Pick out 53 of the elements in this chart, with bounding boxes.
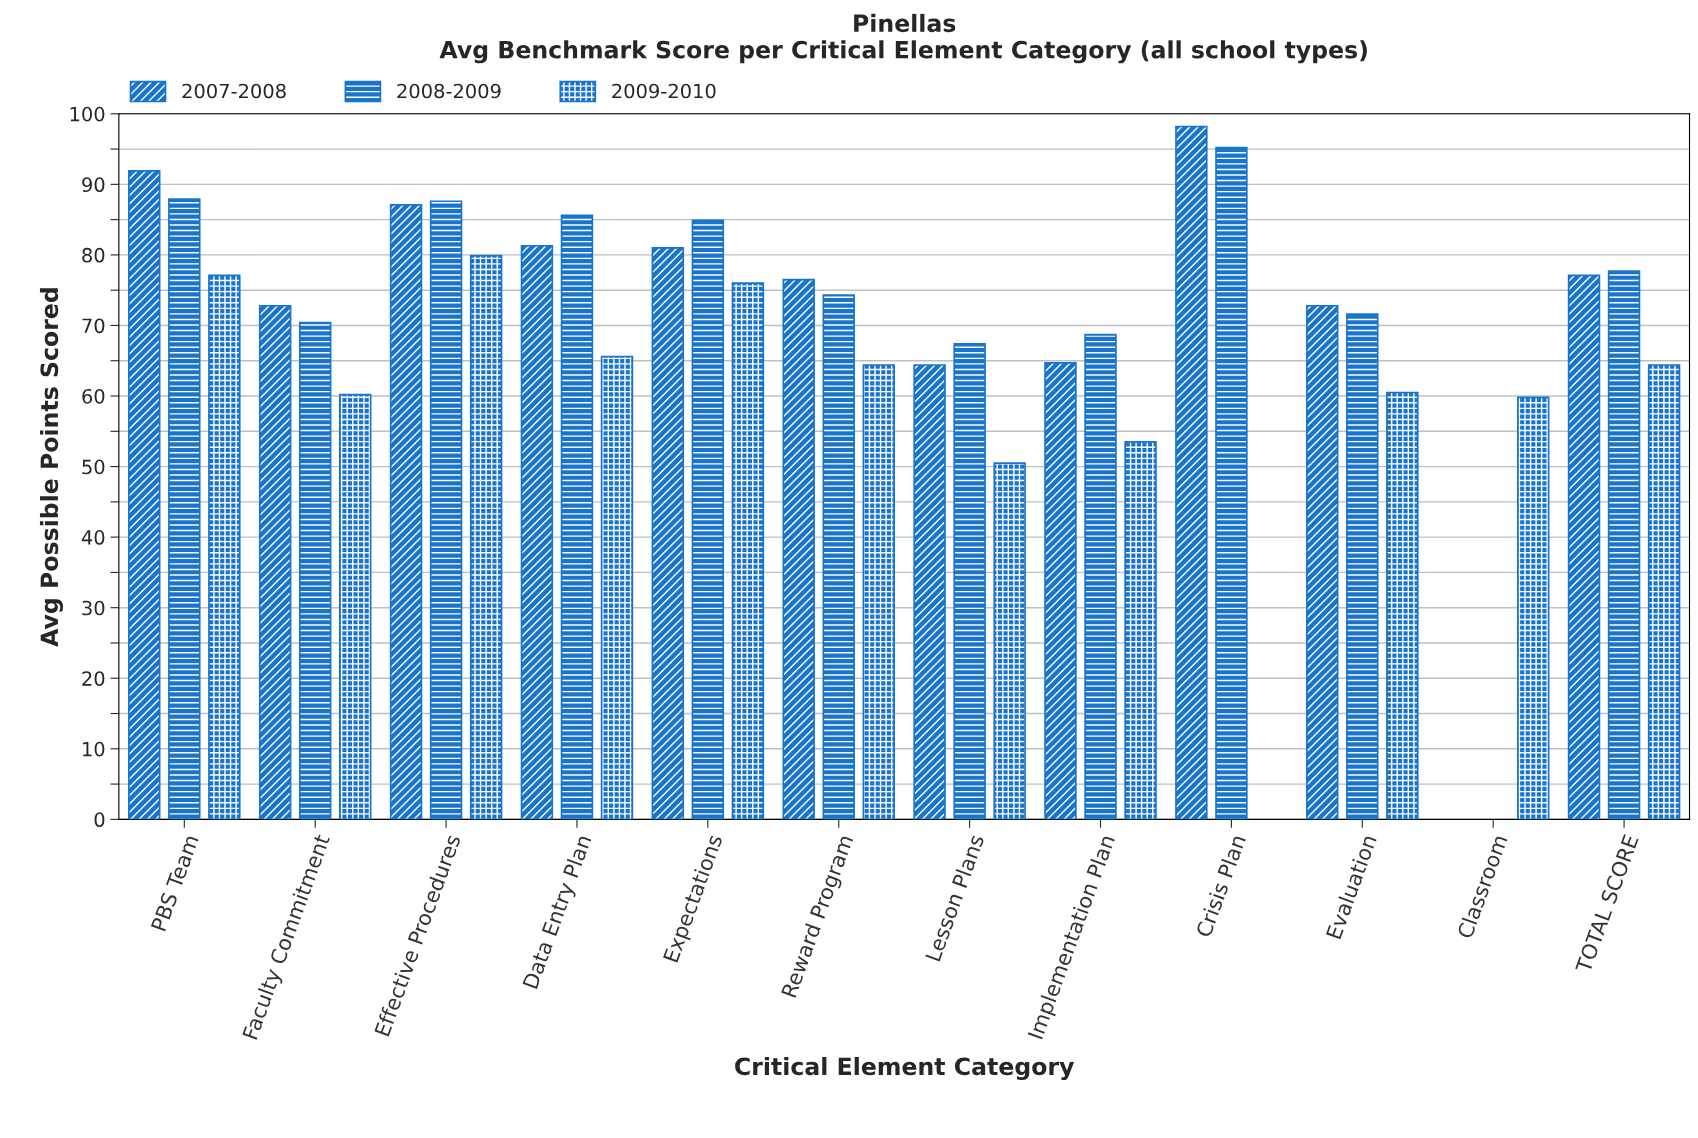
y-tick-label: 50 <box>82 459 105 475</box>
bar <box>731 282 765 820</box>
bar <box>651 247 685 820</box>
y-tick-label: 30 <box>82 600 105 616</box>
bar <box>1175 125 1208 820</box>
bar <box>1044 362 1077 820</box>
bar <box>782 278 815 820</box>
bar <box>1567 274 1601 820</box>
bar <box>1084 333 1117 820</box>
bar <box>1306 304 1339 820</box>
bar <box>822 294 855 820</box>
legend-label: 2008-2009 <box>397 83 501 99</box>
bar <box>520 244 554 820</box>
bar <box>600 355 634 820</box>
bar <box>953 342 986 820</box>
y-tick-label: 90 <box>82 177 105 193</box>
bar <box>993 462 1026 820</box>
legend-label: 2009-2010 <box>612 83 716 99</box>
legend-label: 2007-2008 <box>182 83 286 99</box>
bar <box>258 304 292 820</box>
bar <box>1386 391 1419 820</box>
bar <box>389 203 423 820</box>
bar <box>469 254 503 820</box>
y-tick-label: 40 <box>81 530 105 545</box>
bar <box>691 219 725 820</box>
chart-title: Pinellas Avg Benchmark Score per Critical Element Category (all school types) <box>439 13 1367 64</box>
bar <box>1215 146 1248 820</box>
y-tick-label: 100 <box>70 106 105 122</box>
bar <box>1607 270 1641 820</box>
bar <box>208 274 241 820</box>
x-tick-label: Crisis Plan <box>1195 834 1246 938</box>
bar <box>168 198 201 820</box>
bar <box>913 364 946 820</box>
bar <box>429 200 463 820</box>
y-axis-title: Avg Possible Points Scored <box>39 288 63 647</box>
y-tick-label: 80 <box>82 247 105 263</box>
bar <box>1647 364 1681 820</box>
y-tick-label: 0 <box>94 812 105 828</box>
x-tick-label: Data Entry Plan <box>522 834 596 991</box>
y-tick-label: 10 <box>83 741 105 757</box>
bar <box>1516 396 1550 820</box>
y-tick-label: 70 <box>82 318 105 334</box>
y-tick-label: 60 <box>82 388 105 404</box>
bar <box>128 170 161 820</box>
y-tick-label: 20 <box>82 671 105 686</box>
bar <box>338 393 372 820</box>
bar <box>1124 441 1157 820</box>
bar <box>1346 313 1379 820</box>
x-axis-title: Critical Element Category <box>735 1057 1075 1081</box>
bar <box>298 321 332 820</box>
bar <box>862 364 896 820</box>
bar <box>560 214 594 820</box>
x-tick-label: PBS Team <box>150 834 199 932</box>
